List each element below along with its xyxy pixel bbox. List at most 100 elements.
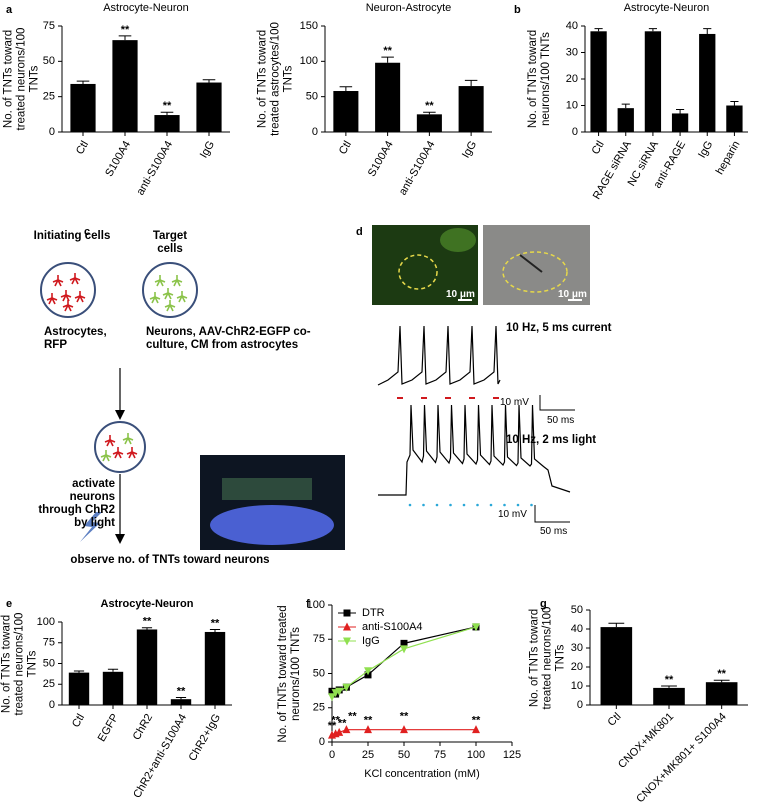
- marker: [343, 622, 351, 631]
- bar: [170, 699, 192, 705]
- arrow-head: [115, 410, 125, 420]
- panel-label: a: [6, 4, 13, 16]
- cell-process: [156, 279, 161, 287]
- significance-label: **: [331, 715, 340, 727]
- x-tick-label: Ctl: [606, 711, 624, 729]
- error-bar: [594, 28, 603, 32]
- x-tick-label: S100A4: [366, 139, 396, 179]
- error-bar: [608, 622, 625, 628]
- cell: [100, 450, 112, 462]
- x-tick-label: 25: [362, 749, 374, 761]
- cell-process: [74, 277, 79, 285]
- marker: [472, 725, 480, 734]
- panel-label: g: [540, 598, 547, 610]
- diagram-text: Initiating cells: [33, 230, 111, 242]
- x-tick-label: CNOX+MK801+ S100A4: [634, 711, 729, 806]
- y-tick-label: 100: [37, 616, 55, 628]
- y-tick-label: 50: [313, 667, 325, 679]
- scale-bar: [534, 505, 570, 523]
- roi: [398, 254, 438, 290]
- stimulus: [476, 503, 479, 507]
- y-axis-label: No. of TNTs toward treated neurons/100 T…: [2, 27, 41, 131]
- significance-label: **: [665, 674, 674, 686]
- significance-label: **: [717, 668, 726, 680]
- panel-label: e: [6, 598, 12, 610]
- y-tick-label: 50: [43, 55, 55, 67]
- error-bar: [464, 79, 478, 87]
- x-tick-label: Ctl: [74, 139, 91, 157]
- cell-glow: [440, 228, 476, 252]
- y-tick-label: 50: [571, 604, 583, 616]
- y-tick-label: 100: [307, 599, 325, 611]
- cell: [164, 300, 176, 312]
- x-tick-label: S100A4: [103, 139, 133, 179]
- figure-text: 10 μm: [446, 289, 475, 300]
- diagram-c: [40, 262, 345, 550]
- bar: [416, 114, 442, 132]
- error-bar: [141, 627, 153, 630]
- diagram-text: Astrocytes, RFP: [44, 326, 107, 351]
- figure-text: 10 Hz, 5 ms current: [506, 322, 612, 334]
- light-glow: [210, 505, 334, 545]
- bar: [196, 82, 222, 132]
- y-tick-label: 30: [571, 642, 583, 654]
- marker: [400, 645, 408, 654]
- cell: [112, 447, 124, 459]
- bar: [671, 113, 689, 132]
- bar: [70, 83, 96, 132]
- y-tick-label: 40: [566, 20, 578, 32]
- target-dish: [142, 262, 198, 318]
- cell-process: [106, 439, 111, 447]
- brightfield-image: [483, 225, 590, 305]
- stimulus: [408, 503, 412, 507]
- x-tick-label: 75: [434, 749, 446, 761]
- x-tick-label: anti-S100A4: [134, 139, 175, 197]
- marker: [364, 667, 372, 676]
- cell-process: [79, 295, 84, 303]
- cell-process: [154, 296, 159, 304]
- error-bar: [381, 56, 394, 63]
- cell: [104, 435, 116, 447]
- x-axis-label: KCl concentration (mM): [364, 768, 480, 780]
- figure-d: [372, 225, 590, 523]
- significance-label: **: [211, 617, 220, 629]
- cell-process: [102, 454, 107, 462]
- bar: [617, 108, 634, 132]
- y-tick-label: 25: [43, 91, 55, 103]
- significance-label: **: [328, 720, 337, 732]
- stimulus: [422, 503, 425, 507]
- y-tick-label: 25: [43, 678, 55, 690]
- cell-process: [176, 279, 181, 287]
- significance-label: **: [177, 685, 186, 697]
- cell-process: [151, 296, 156, 304]
- x-tick-label: anti-S100A4: [397, 139, 438, 197]
- error-bar: [175, 697, 187, 700]
- figure-text: 10 Hz, 2 ms light: [506, 434, 597, 446]
- y-tick-label: 150: [300, 20, 318, 32]
- y-tick-label: 40: [571, 623, 583, 635]
- chart-title: Astrocyte-Neuron: [624, 2, 710, 14]
- bar: [726, 105, 743, 132]
- cell-process: [76, 295, 81, 303]
- cell: [52, 275, 64, 287]
- figure-text: 50 ms: [540, 526, 568, 537]
- cell: [74, 291, 86, 303]
- error-bar: [118, 35, 132, 41]
- cell-process: [71, 277, 76, 285]
- x-tick-label: CNOX+MK801: [616, 711, 676, 771]
- marker: [400, 725, 408, 734]
- cell-process: [173, 279, 178, 287]
- marker: [335, 687, 344, 696]
- cell: [162, 288, 174, 300]
- x-tick-label: ChR2: [131, 712, 155, 742]
- stimulus: [462, 503, 466, 507]
- error-bar: [648, 28, 657, 32]
- cell-process: [178, 295, 183, 303]
- marker: [328, 693, 336, 702]
- significance-label: **: [338, 717, 347, 729]
- cell-process: [127, 437, 132, 445]
- bar: [204, 631, 226, 705]
- light-stimuli: [408, 503, 533, 507]
- current-trace: [377, 325, 501, 386]
